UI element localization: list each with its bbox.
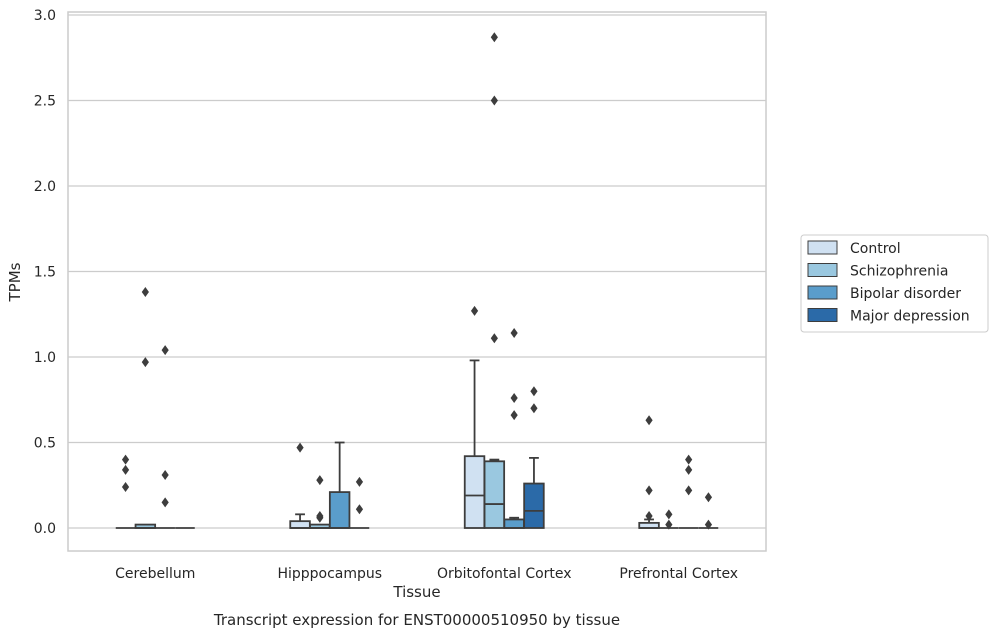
- legend-label: Bipolar disorder: [850, 286, 961, 302]
- y-tick-label: 1.5: [34, 265, 56, 281]
- outlier-point: [121, 481, 130, 492]
- x-tick-label: Hipppocampus: [277, 566, 382, 582]
- plot-area-frame: [67, 11, 767, 552]
- outlier-point: [316, 475, 324, 486]
- box-series-group: [115, 32, 719, 530]
- outlier-point: [161, 497, 169, 508]
- series-schizophrenia: [134, 32, 679, 530]
- series-control: [115, 305, 660, 529]
- outlier-point: [121, 464, 130, 475]
- outlier-point: [470, 305, 479, 316]
- y-tick-label: 3.0: [34, 8, 56, 24]
- outlier-point: [355, 504, 364, 515]
- legend-label: Control: [850, 241, 901, 257]
- outlier-point: [490, 32, 498, 43]
- outlier-point: [665, 519, 673, 530]
- legend-swatch: [807, 285, 838, 300]
- outlier-point: [665, 509, 673, 520]
- outlier-point: [530, 386, 538, 397]
- x-axis-ticks: Cerebellum Hipppocampus Orbitofontal Corte…: [115, 566, 738, 582]
- box: [523, 482, 545, 529]
- x-axis-label: Tissue: [392, 583, 440, 601]
- legend-swatch: [807, 240, 838, 255]
- outlier-point: [530, 403, 538, 414]
- outlier-point: [490, 95, 498, 106]
- outlier-point: [645, 415, 653, 426]
- legend-label: Schizophrenia: [850, 264, 948, 280]
- box: [289, 520, 311, 529]
- y-tick-label: 2.5: [34, 94, 56, 110]
- outlier-point: [685, 464, 693, 475]
- outlier-point: [645, 485, 653, 496]
- series-major-depression: [175, 386, 719, 530]
- outlier-point: [685, 454, 693, 465]
- outlier-point: [510, 328, 518, 339]
- outlier-point: [685, 485, 693, 496]
- outlier-point: [121, 454, 130, 465]
- outlier-point: [161, 345, 169, 356]
- box: [503, 518, 525, 529]
- outlier-point: [645, 511, 653, 522]
- outlier-point: [296, 442, 304, 453]
- legend-label: Major depression: [850, 309, 970, 325]
- x-tick-label: Orbitofontal Cortex: [437, 566, 572, 582]
- outlier-point: [510, 393, 518, 404]
- outlier-point: [510, 410, 518, 421]
- legend: Control Schizophrenia Bipolar disorder Majo…: [800, 234, 989, 333]
- legend-swatch: [807, 263, 838, 277]
- outlier-point: [704, 519, 713, 530]
- y-gridlines: [68, 14, 766, 529]
- outlier-point: [490, 333, 498, 344]
- x-tick-label: Cerebellum: [115, 566, 195, 582]
- y-tick-label: 0.5: [34, 436, 56, 452]
- box: [483, 460, 506, 529]
- box: [328, 491, 351, 529]
- x-tick-label: Prefrontal Cortex: [619, 566, 738, 582]
- y-axis-label: TPMs: [6, 262, 24, 302]
- outlier-point: [355, 476, 364, 487]
- outlier-point: [316, 511, 324, 522]
- y-tick-label: 0.0: [34, 521, 56, 537]
- series-bipolar-disorder: [155, 328, 699, 529]
- y-axis-ticks: 0.0 0.5 1.0 1.5 2.0 2.5 3.0: [34, 8, 56, 537]
- legend-frame: [800, 234, 989, 333]
- outlier-point: [704, 492, 713, 503]
- y-tick-label: 1.0: [34, 350, 56, 366]
- chart-caption: Transcript expression for ENST0000051095…: [213, 611, 620, 629]
- outlier-point: [141, 357, 149, 368]
- outlier-point: [161, 469, 169, 480]
- y-tick-label: 2.0: [34, 179, 56, 195]
- legend-swatch: [807, 308, 838, 322]
- outlier-point: [141, 287, 149, 298]
- box: [463, 455, 486, 529]
